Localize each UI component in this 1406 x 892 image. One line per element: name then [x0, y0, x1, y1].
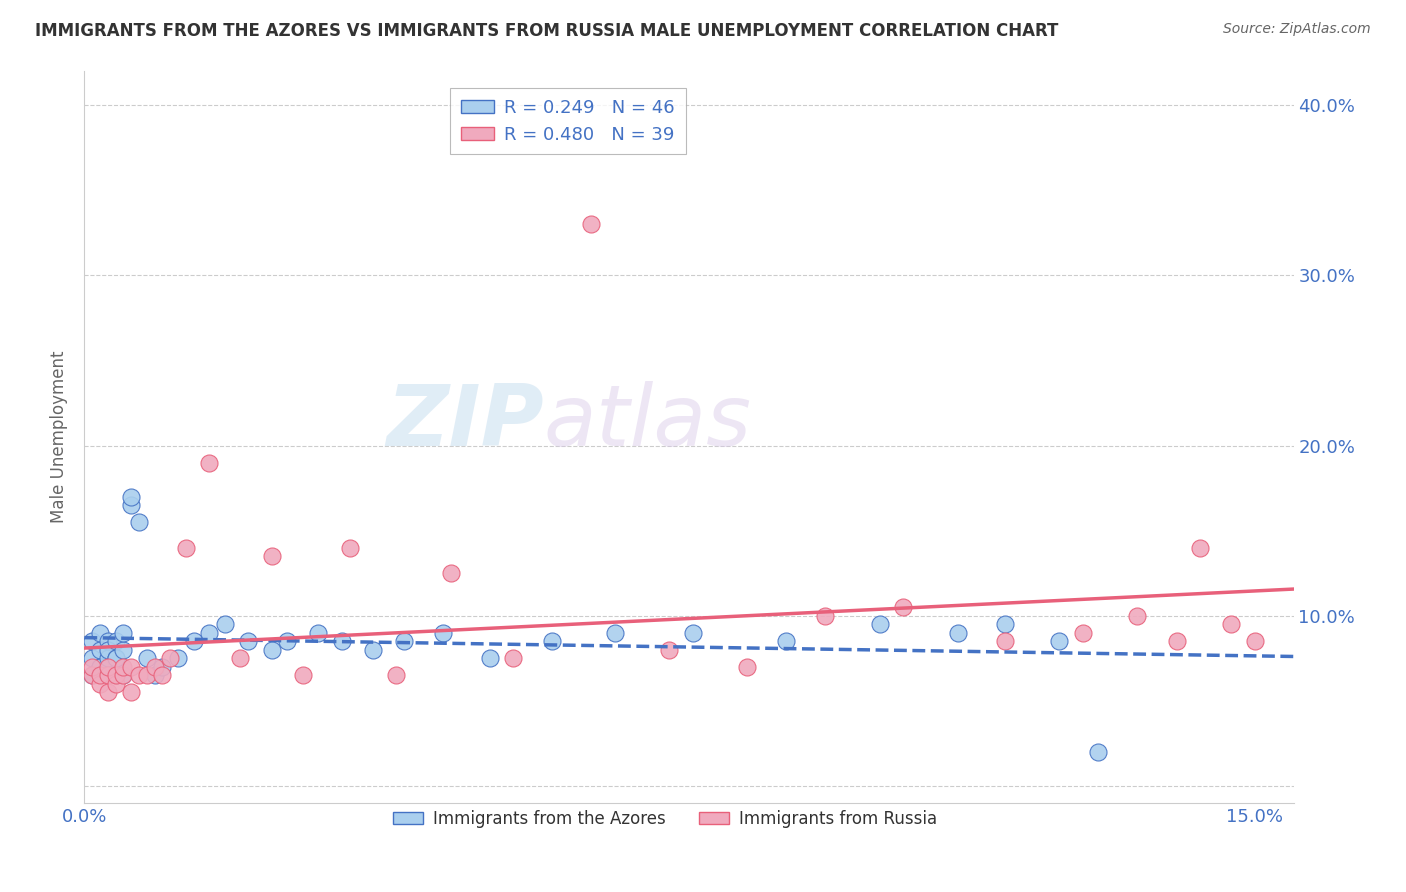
Point — [869, 617, 891, 632]
Point — [291, 668, 314, 682]
Point — [89, 659, 111, 673]
Legend: Immigrants from the Azores, Immigrants from Russia: Immigrants from the Azores, Immigrants f… — [387, 804, 943, 835]
Point — [1049, 634, 1071, 648]
Point — [143, 659, 166, 673]
Point — [361, 642, 384, 657]
Point — [581, 218, 603, 232]
Point — [946, 625, 969, 640]
Point — [1188, 541, 1211, 555]
Point — [198, 625, 221, 640]
Point — [260, 642, 283, 657]
Point — [112, 668, 135, 682]
Point — [104, 668, 127, 682]
Point — [135, 668, 157, 682]
Point — [1220, 617, 1243, 632]
Point — [104, 651, 127, 665]
Y-axis label: Male Unemployment: Male Unemployment — [51, 351, 69, 524]
Point — [775, 634, 797, 648]
Point — [97, 651, 120, 665]
Point — [159, 651, 181, 665]
Point — [112, 625, 135, 640]
Point — [238, 634, 260, 648]
Text: atlas: atlas — [544, 381, 752, 464]
Point — [82, 634, 104, 648]
Point — [82, 651, 104, 665]
Point — [893, 600, 915, 615]
Point — [104, 651, 127, 665]
Point — [82, 659, 104, 673]
Point — [104, 634, 127, 648]
Point — [1166, 634, 1188, 648]
Point — [150, 668, 173, 682]
Point — [307, 625, 329, 640]
Point — [440, 566, 463, 581]
Point — [97, 634, 120, 648]
Point — [120, 685, 142, 699]
Point — [502, 651, 524, 665]
Point — [120, 490, 142, 504]
Point — [682, 625, 704, 640]
Point — [541, 634, 564, 648]
Point — [994, 617, 1017, 632]
Point — [97, 685, 120, 699]
Point — [112, 659, 135, 673]
Point — [135, 651, 157, 665]
Point — [89, 642, 111, 657]
Point — [432, 625, 454, 640]
Point — [97, 668, 120, 682]
Text: IMMIGRANTS FROM THE AZORES VS IMMIGRANTS FROM RUSSIA MALE UNEMPLOYMENT CORRELATI: IMMIGRANTS FROM THE AZORES VS IMMIGRANTS… — [35, 22, 1059, 40]
Point — [174, 541, 197, 555]
Point — [167, 651, 190, 665]
Point — [1071, 625, 1094, 640]
Point — [994, 634, 1017, 648]
Point — [229, 651, 252, 665]
Point — [89, 668, 111, 682]
Point — [112, 668, 135, 682]
Point — [260, 549, 283, 563]
Point — [1087, 745, 1109, 759]
Point — [89, 677, 111, 691]
Point — [128, 668, 150, 682]
Point — [737, 659, 759, 673]
Point — [276, 634, 298, 648]
Point — [183, 634, 205, 648]
Point — [104, 668, 127, 682]
Point — [97, 659, 120, 673]
Point — [150, 659, 173, 673]
Point — [89, 659, 111, 673]
Text: ZIP: ZIP — [387, 381, 544, 464]
Point — [120, 659, 142, 673]
Point — [97, 642, 120, 657]
Point — [82, 668, 104, 682]
Point — [89, 625, 111, 640]
Point — [128, 515, 150, 529]
Point — [1126, 608, 1149, 623]
Point — [658, 642, 681, 657]
Point — [104, 677, 127, 691]
Point — [143, 668, 166, 682]
Point — [120, 498, 142, 512]
Point — [603, 625, 626, 640]
Point — [82, 668, 104, 682]
Point — [385, 668, 408, 682]
Point — [339, 541, 361, 555]
Point — [814, 608, 837, 623]
Point — [112, 642, 135, 657]
Point — [392, 634, 415, 648]
Point — [330, 634, 353, 648]
Point — [479, 651, 502, 665]
Point — [198, 456, 221, 470]
Point — [1243, 634, 1265, 648]
Point — [214, 617, 236, 632]
Point — [97, 668, 120, 682]
Text: Source: ZipAtlas.com: Source: ZipAtlas.com — [1223, 22, 1371, 37]
